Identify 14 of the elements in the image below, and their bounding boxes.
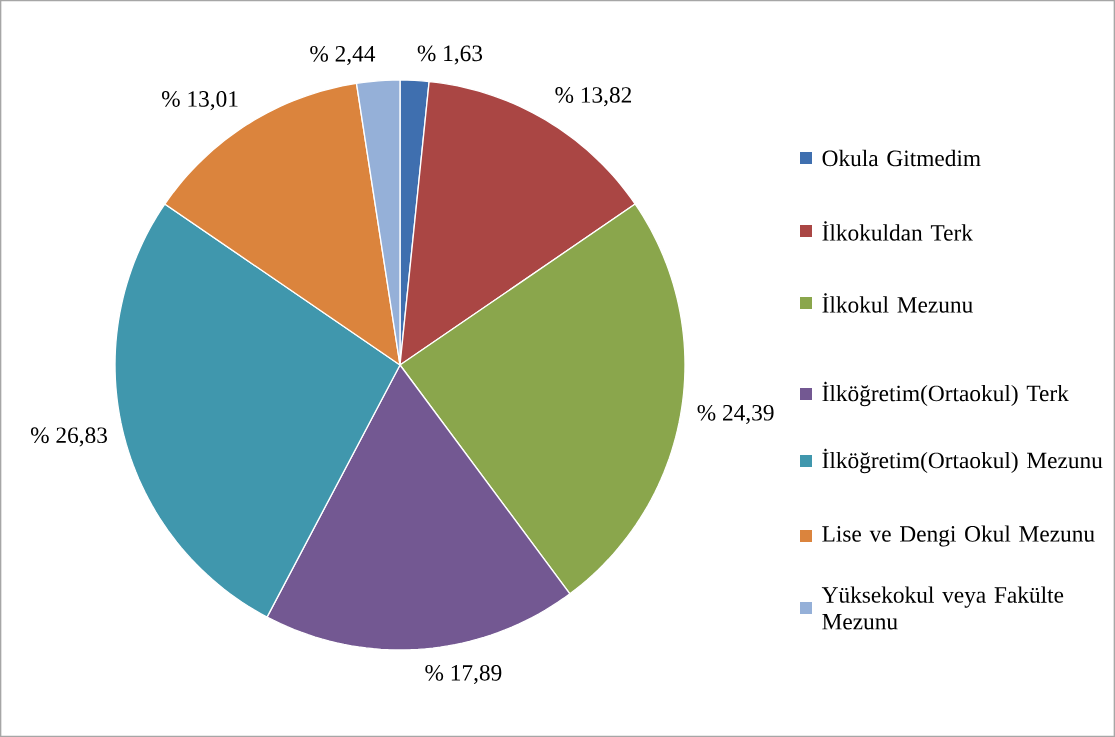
data-label: % 13,82 [555, 87, 632, 107]
data-label: % 13,01 [161, 91, 238, 111]
legend-label: Lise ve Dengi Okul Mezunu [822, 525, 1095, 547]
data-label: % 17,89 [425, 664, 502, 685]
legend-label: İlkokul Mezunu [822, 293, 973, 313]
legend-label: Okula Gitmedim [822, 149, 981, 167]
legend-label: İlköğretim(Ortaokul) Terk [822, 381, 1069, 407]
data-label: % 26,83 [30, 427, 107, 447]
legend-label: İlkokuldan Terk [822, 221, 973, 241]
data-label: % 2,44 [310, 45, 376, 66]
legend-label: İlköğretim(Ortaokul) Mezunu [822, 448, 1103, 474]
legend-label: Yüksekokul veya Fakülte Mezunu [821, 586, 1064, 630]
data-label: % 24,39 [697, 404, 774, 424]
data-label: % 1,63 [417, 45, 483, 65]
